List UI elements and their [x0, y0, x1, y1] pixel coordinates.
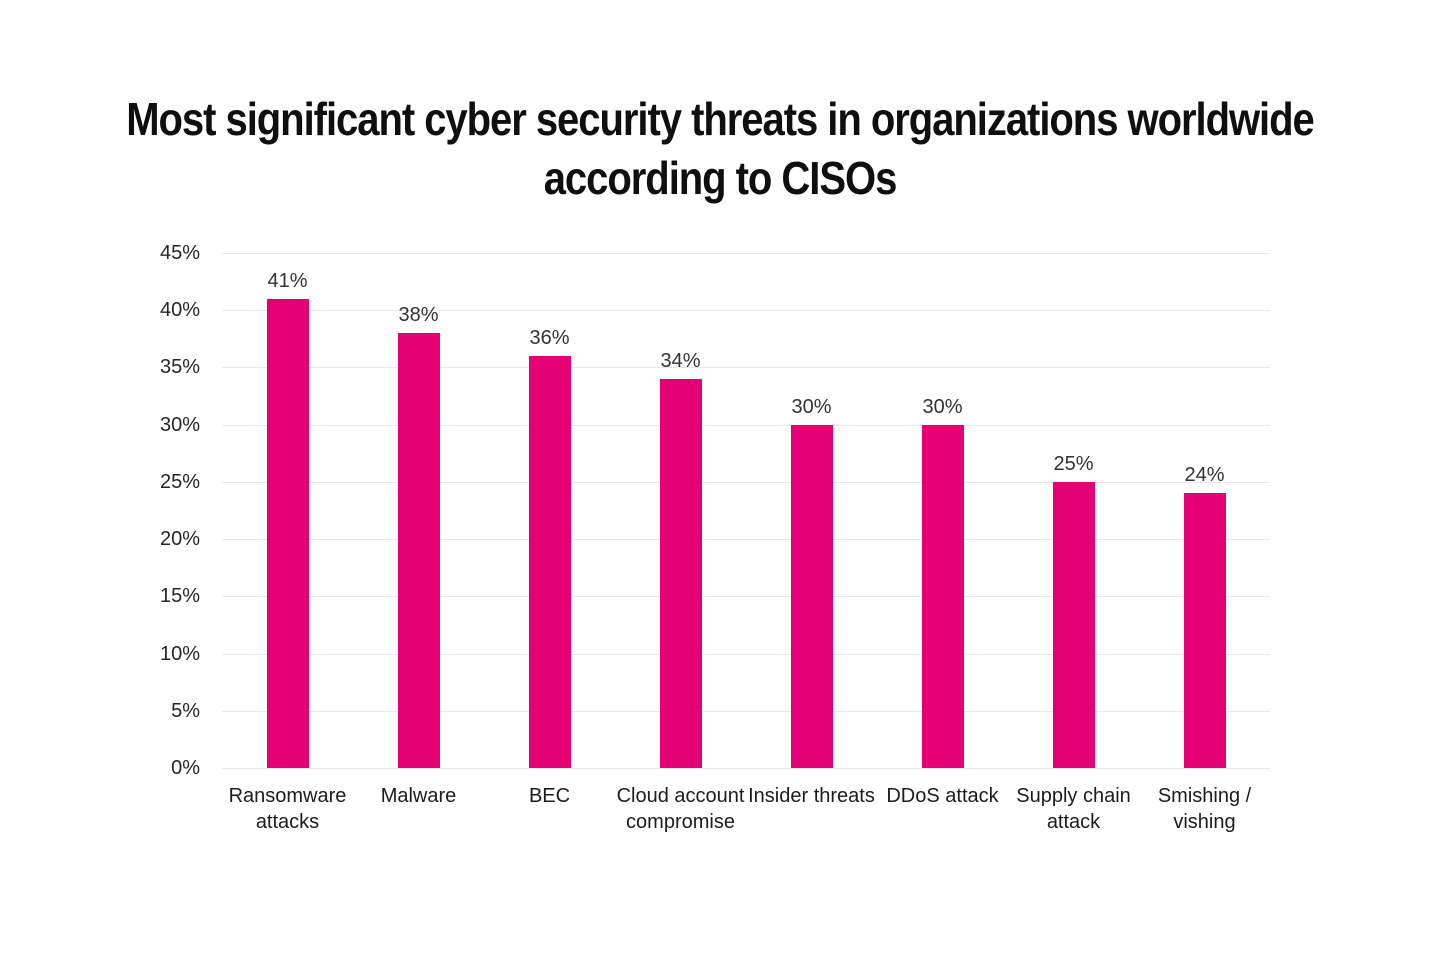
bar-value-label-cloud-account-compromise: 34% — [660, 349, 701, 372]
gridline-15 — [222, 596, 1270, 598]
bar-value-label-malware: 38% — [398, 304, 439, 327]
x-axis-category-label-cloud-account-compromise: Cloud account compromise — [616, 785, 745, 833]
y-axis-tick-label: 45% — [159, 242, 200, 264]
gridline-25 — [222, 481, 1270, 483]
plot-area: 41% 38% 36% 34% 30% 30% 25% 24% — [222, 253, 1270, 769]
bar-ddos-attack — [921, 424, 964, 768]
bar-ransomware-attacks — [266, 298, 309, 768]
gridline-20 — [222, 539, 1270, 541]
x-axis-category-label-supply-chain-attack: Supply chain attack — [1016, 785, 1131, 833]
bar-value-label-ddos-attack: 30% — [922, 395, 963, 418]
bar-bec — [528, 356, 571, 768]
x-axis-category-label-bec: BEC — [528, 785, 571, 807]
gridline-5 — [222, 710, 1270, 712]
bar-smishing-vishing — [1183, 493, 1226, 768]
bar-cloud-account-compromise — [659, 378, 702, 768]
gridline-35 — [222, 367, 1270, 369]
bar-supply-chain-attack — [1052, 481, 1095, 768]
gridline-10 — [222, 653, 1270, 655]
bar-value-label-supply-chain-attack: 25% — [1053, 452, 1094, 475]
x-axis-category-label-ddos-attack: DDoS attack — [886, 785, 999, 807]
y-axis-tick-label: 30% — [159, 413, 200, 436]
bar-value-label-bec: 36% — [529, 327, 570, 349]
x-axis-category-label-insider-threats: Insider threats — [748, 785, 875, 807]
y-axis-tick-label: 0% — [171, 757, 200, 779]
y-axis-tick-label: 5% — [171, 699, 200, 722]
y-axis: 45% 40% 35% 30% 25% 20% 15% 10% 5% 0% — [60, 243, 200, 778]
y-axis-tick-label: 15% — [159, 585, 200, 608]
bar-malware — [397, 333, 440, 768]
y-axis-tick-label: 40% — [159, 299, 200, 322]
gridline-40 — [222, 310, 1270, 312]
x-axis-category-label-smishing-vishing: Smishing / vishing — [1157, 785, 1252, 833]
y-axis-tick-label: 35% — [159, 356, 200, 379]
bar-insider-threats — [790, 424, 833, 768]
bar-value-label-insider-threats: 30% — [791, 395, 832, 418]
bar-value-label-smishing-vishing: 24% — [1184, 464, 1225, 487]
chart-title: Most significant cyber security threats … — [126, 93, 1315, 204]
gridline-0 — [222, 768, 1270, 769]
y-axis-tick-label: 25% — [159, 470, 200, 493]
x-axis-category-label-ransomware-attacks: Ransomware attacks — [228, 785, 347, 833]
gridline-45 — [222, 253, 1270, 254]
y-axis-tick-label: 20% — [159, 528, 200, 551]
y-axis-tick-label: 10% — [159, 642, 200, 665]
bar-value-label-ransomware-attacks: 41% — [267, 269, 308, 292]
x-axis: Ransomware attacks Malware BEC Cloud accoun… — [222, 783, 1270, 853]
x-axis-category-label-malware: Malware — [380, 785, 457, 807]
gridline-30 — [222, 424, 1270, 426]
